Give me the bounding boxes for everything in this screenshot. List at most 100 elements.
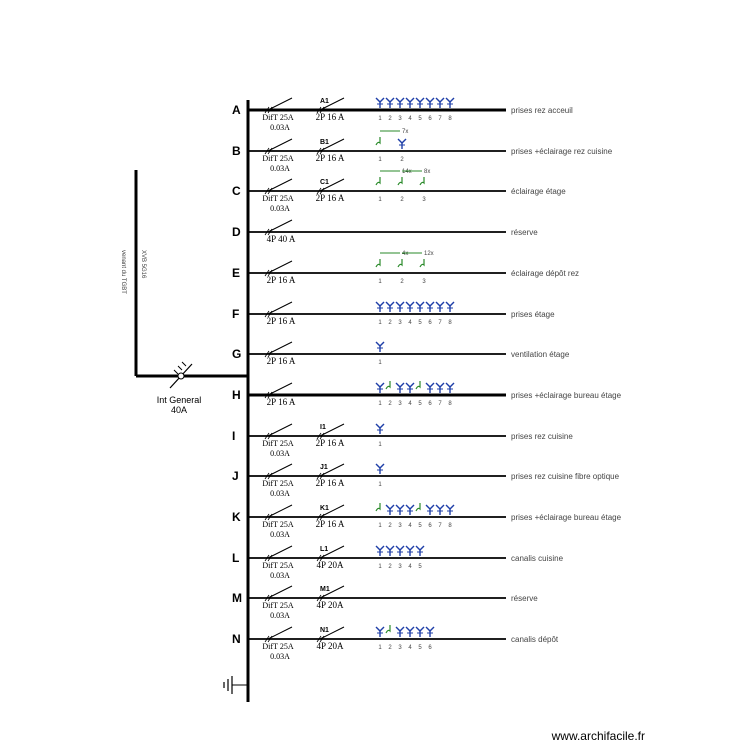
- light-icon: 7x: [375, 129, 408, 146]
- item-number: 3: [422, 197, 426, 203]
- socket-arm: [445, 382, 451, 388]
- socket-icon: [375, 97, 385, 108]
- switch-tick: [264, 513, 270, 521]
- breaker-tag: M1: [320, 586, 330, 593]
- light-icon: 14x: [375, 169, 412, 186]
- differential-sensitivity: 0.03A: [270, 164, 290, 173]
- socket-icon: [435, 504, 445, 515]
- differential-sensitivity: 0.03A: [270, 204, 290, 213]
- breaker-rating: 4P 20A: [317, 560, 344, 570]
- item-number: 1: [378, 320, 382, 326]
- light-icon: 4x: [375, 251, 408, 268]
- breaker-symbol: [314, 423, 350, 440]
- socket-icon: [425, 382, 435, 393]
- switch-tick: [316, 187, 322, 195]
- socket-icon: [375, 545, 385, 556]
- switch-blade: [267, 585, 293, 599]
- breaker-rating: 2P 16 A: [267, 397, 296, 407]
- socket-icon: [415, 626, 425, 637]
- light-icon: 12x: [397, 251, 434, 268]
- differential-switch-symbol: [262, 138, 298, 155]
- item-number: 7: [438, 320, 442, 326]
- socket-arm: [409, 382, 415, 388]
- breaker-tag: J1: [320, 464, 328, 471]
- breaker-rating: 2P 16 A: [316, 153, 345, 163]
- switch-blade: [267, 260, 293, 274]
- switch-blade: [267, 463, 293, 477]
- socket-icon: [385, 545, 395, 556]
- socket-arm: [405, 97, 411, 103]
- switch-tick: [264, 391, 270, 399]
- switch-tick: [316, 635, 322, 643]
- socket-icon: [405, 382, 415, 393]
- socket-arm: [439, 301, 445, 307]
- socket-icon: [405, 504, 415, 515]
- main-switch-label: Int General: [157, 395, 202, 405]
- differential-switch-symbol: [262, 423, 298, 440]
- row-letter: D: [232, 225, 241, 239]
- breaker-symbol: [314, 178, 350, 195]
- item-number: 1: [378, 523, 382, 529]
- item-number: 3: [422, 279, 426, 285]
- socket-icon: [425, 626, 435, 637]
- socket-arm: [419, 97, 425, 103]
- socket-arm: [429, 626, 435, 632]
- item-number: 8: [448, 401, 452, 407]
- switch-blade: [267, 178, 293, 192]
- item-number: 4: [408, 523, 412, 529]
- item-number: 1: [378, 116, 382, 122]
- feeder-cable-label: venant du TGBT: [120, 250, 126, 294]
- socket-arm: [449, 504, 455, 510]
- breaker-symbol: [314, 626, 350, 643]
- switch-blade: [267, 219, 293, 233]
- socket-arm: [435, 301, 441, 307]
- item-number: 1: [378, 645, 382, 651]
- switch-blade: [319, 504, 345, 518]
- breaker-symbol: [314, 504, 350, 521]
- socket-arm: [415, 97, 421, 103]
- socket-arm: [449, 301, 455, 307]
- differential-rating: DifT 25A: [262, 561, 293, 570]
- circuit-description: éclairage étage: [511, 187, 566, 196]
- socket-arm: [405, 301, 411, 307]
- switch-tick: [316, 147, 322, 155]
- row-letter: E: [232, 266, 240, 280]
- breaker-rating: 4P 20A: [317, 641, 344, 651]
- circuit-description: prises étage: [511, 310, 555, 319]
- item-number: 2: [388, 116, 392, 122]
- switch-blade: [319, 423, 345, 437]
- switch-blade: [319, 545, 345, 559]
- socket-arm: [429, 97, 435, 103]
- switch-tick: [267, 391, 273, 399]
- differential-rating: DifT 25A: [262, 642, 293, 651]
- circuit-row-g: G 2P 16 A 1 ventilation étage: [232, 341, 570, 366]
- feeder-cable-ref: XVB 5G16: [140, 250, 146, 279]
- socket-arm: [385, 97, 391, 103]
- socket-arm: [379, 382, 385, 388]
- switch-tick: [267, 554, 273, 562]
- socket-arm: [435, 97, 441, 103]
- socket-arm: [389, 545, 395, 551]
- item-number: 2: [400, 197, 404, 203]
- socket-arm: [415, 545, 421, 551]
- socket-arm: [405, 382, 411, 388]
- socket-arm: [399, 545, 405, 551]
- socket-arm: [409, 626, 415, 632]
- row-letter: J: [232, 469, 239, 483]
- item-number: 3: [398, 401, 402, 407]
- socket-arm: [425, 301, 431, 307]
- circuit-description: prises +éclairage bureau étage: [511, 391, 622, 400]
- row-letter: B: [232, 144, 241, 158]
- socket-icon: [435, 382, 445, 393]
- socket-arm: [445, 504, 451, 510]
- socket-arm: [385, 301, 391, 307]
- socket-icon: [405, 301, 415, 312]
- switch-blade: [319, 626, 345, 640]
- item-number: 8: [448, 523, 452, 529]
- socket-icon: [405, 545, 415, 556]
- item-number: 4: [408, 564, 412, 570]
- socket-arm: [405, 626, 411, 632]
- differential-sensitivity: 0.03A: [270, 652, 290, 661]
